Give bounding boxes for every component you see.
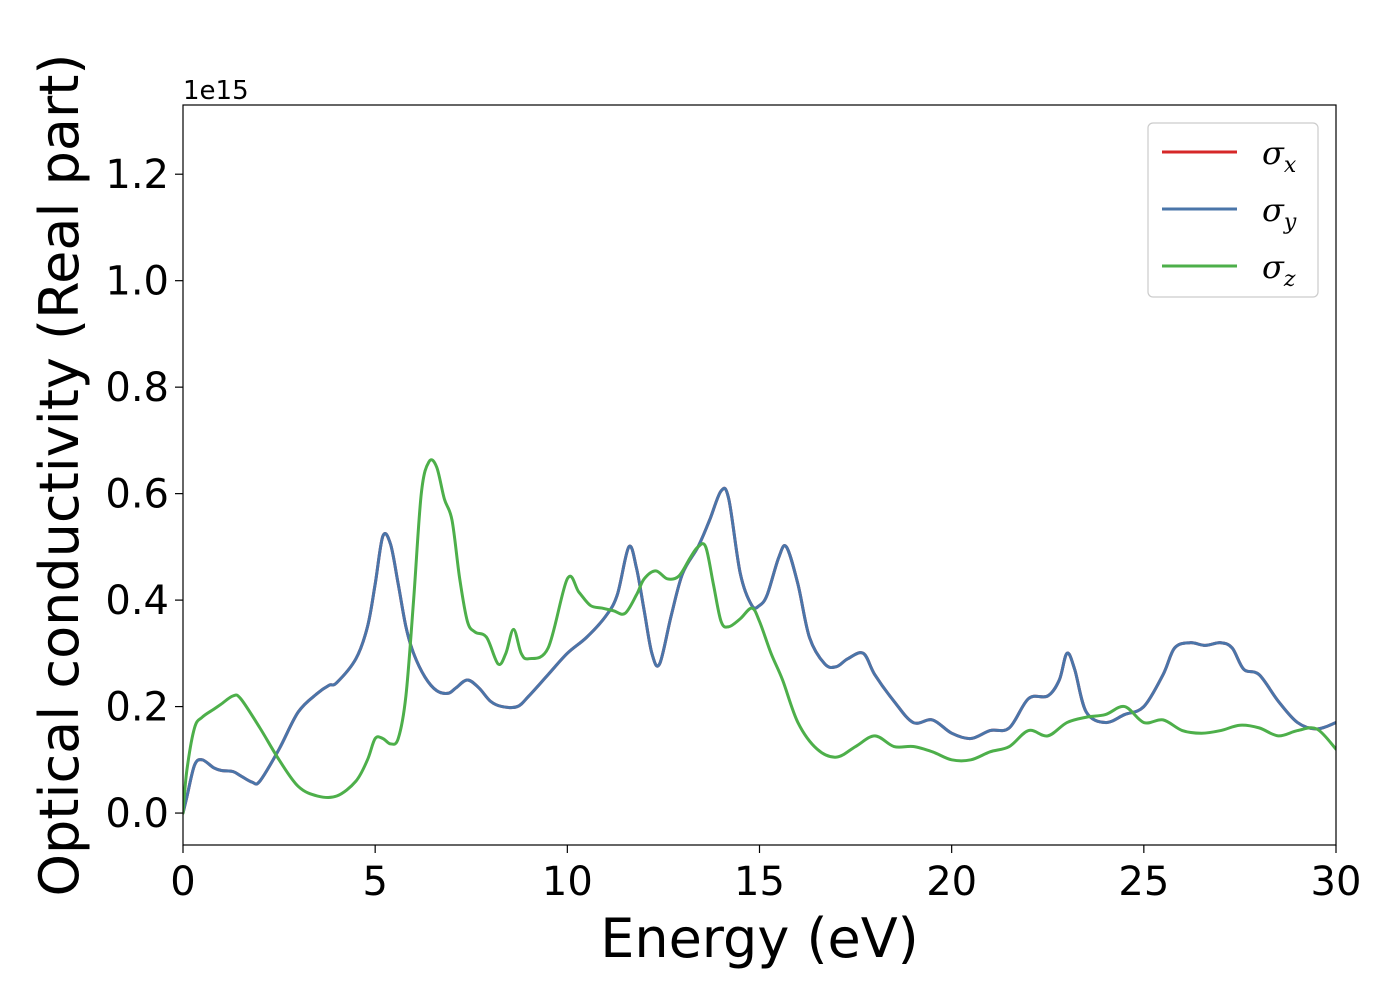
x-axis-title: Energy (eV)	[600, 907, 919, 970]
y-axis-title: Optical conductivity (Real part)	[28, 54, 91, 897]
x-tick-label: 5	[362, 859, 387, 905]
y-tick-label: 0.6	[105, 472, 169, 518]
x-tick-label: 10	[542, 859, 593, 905]
legend-item-x: σx	[1162, 134, 1297, 178]
legend-item-z: σz	[1162, 248, 1296, 292]
y-tick-label: 0.2	[105, 685, 169, 731]
y-tick-label: 0.8	[105, 365, 169, 411]
legend-label: σz	[1262, 248, 1296, 292]
legend: σx σy σz	[1147, 122, 1319, 298]
series-line-x	[183, 486, 1336, 815]
y-offset-text: 1e15	[183, 76, 249, 106]
y-axis: 0.0 0.2 0.4 0.6 0.8 1.0 1.2	[105, 152, 183, 837]
legend-label: σy	[1262, 191, 1297, 235]
x-tick-label: 30	[1311, 859, 1362, 905]
y-tick-label: 1.2	[105, 152, 169, 198]
x-tick-label: 20	[926, 859, 977, 905]
y-tick-label: 0.0	[105, 791, 169, 837]
series-layer	[183, 458, 1336, 815]
legend-item-y: σy	[1162, 191, 1297, 235]
y-tick-label: 1.0	[105, 259, 169, 305]
x-tick-label: 0	[170, 859, 195, 905]
y-tick-label: 0.4	[105, 578, 169, 624]
x-tick-label: 25	[1118, 859, 1169, 905]
x-axis: 0 5 10 15 20 25 30	[170, 845, 1361, 905]
series-line-y	[183, 486, 1336, 815]
series-line-z	[183, 458, 1336, 815]
legend-label: σx	[1262, 134, 1297, 178]
x-tick-label: 15	[734, 859, 785, 905]
